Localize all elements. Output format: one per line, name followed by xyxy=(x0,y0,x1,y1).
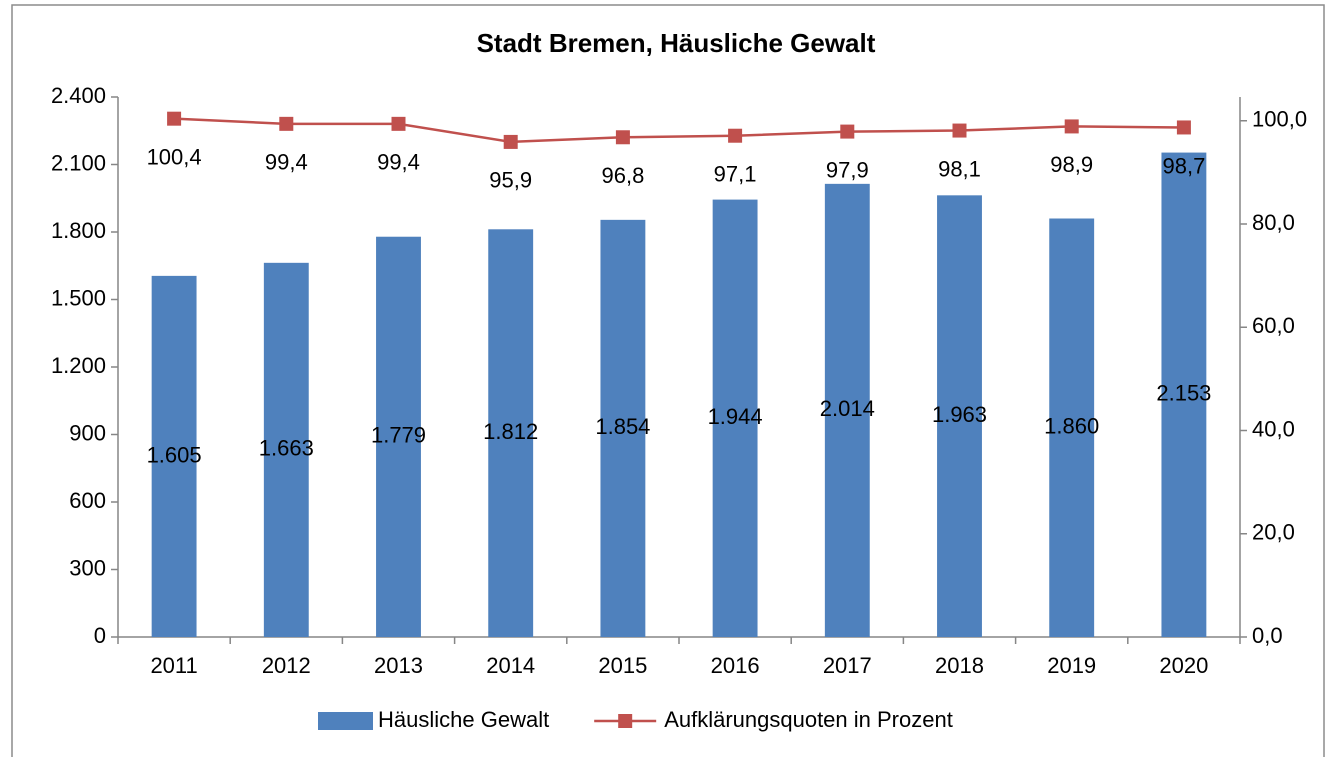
bar-value-label: 1.812 xyxy=(483,419,538,444)
bar xyxy=(824,183,870,637)
x-tick-label: 2017 xyxy=(823,653,872,678)
y2-tick-label: 100,0 xyxy=(1252,107,1307,132)
y2-tick-label: 40,0 xyxy=(1252,416,1295,441)
x-tick-label: 2018 xyxy=(935,653,984,678)
y-tick-label: 0 xyxy=(94,623,106,648)
line-marker xyxy=(1176,120,1191,135)
legend-label: Häusliche Gewalt xyxy=(378,707,549,732)
line-marker xyxy=(952,123,967,138)
x-tick-label: 2012 xyxy=(262,653,311,678)
line-marker xyxy=(1064,119,1079,134)
y-tick-label: 900 xyxy=(69,420,106,445)
line-value-label: 95,9 xyxy=(489,168,532,193)
x-tick-label: 2020 xyxy=(1159,653,1208,678)
legend-label: Aufklärungsquoten in Prozent xyxy=(664,707,953,732)
line-value-label: 97,9 xyxy=(826,157,869,182)
line-marker xyxy=(391,116,406,131)
y2-tick-label: 80,0 xyxy=(1252,210,1295,235)
bar xyxy=(1049,218,1095,637)
line-value-label: 99,4 xyxy=(265,150,308,175)
bar-value-label: 1.854 xyxy=(595,414,650,439)
bar xyxy=(488,229,534,638)
y-tick-label: 2.100 xyxy=(51,150,106,175)
bar-value-label: 1.605 xyxy=(147,442,202,467)
bar xyxy=(937,195,982,637)
x-tick-label: 2014 xyxy=(486,653,535,678)
chart-frame xyxy=(11,4,1325,762)
bar xyxy=(600,219,646,637)
line-value-label: 99,4 xyxy=(377,150,420,175)
y2-tick-label: 0,0 xyxy=(1252,623,1283,648)
y-tick-label: 1.200 xyxy=(51,353,106,378)
bar xyxy=(712,199,758,637)
bar-value-label: 1.779 xyxy=(371,423,426,448)
chart-title: Stadt Bremen, Häusliche Gewalt xyxy=(477,28,876,58)
line-marker xyxy=(728,128,743,143)
y-tick-label: 1.500 xyxy=(51,285,106,310)
line-marker xyxy=(279,116,294,131)
line-value-label: 96,8 xyxy=(601,163,644,188)
bar-value-label: 2.014 xyxy=(820,396,875,421)
x-tick-label: 2011 xyxy=(150,653,197,678)
bar xyxy=(151,275,197,637)
x-tick-label: 2019 xyxy=(1047,653,1096,678)
line-marker xyxy=(167,111,182,126)
legend-swatch-marker xyxy=(618,714,633,728)
line-marker xyxy=(615,130,630,145)
x-tick-label: 2015 xyxy=(598,653,647,678)
bar-value-label: 1.944 xyxy=(708,404,763,429)
line-value-label: 98,7 xyxy=(1162,153,1205,178)
y2-tick-label: 60,0 xyxy=(1252,313,1295,338)
y-tick-label: 600 xyxy=(69,488,106,513)
line-marker xyxy=(840,124,855,139)
x-tick-label: 2016 xyxy=(711,653,760,678)
line-value-label: 98,9 xyxy=(1050,152,1093,177)
line-value-label: 98,1 xyxy=(938,156,981,181)
line-value-label: 100,4 xyxy=(147,144,202,169)
line-marker xyxy=(503,134,518,149)
bar-value-label: 1.963 xyxy=(932,402,987,427)
y-tick-label: 1.800 xyxy=(51,218,106,243)
bar-value-label: 2.153 xyxy=(1156,381,1211,406)
y-tick-label: 2.400 xyxy=(51,83,106,108)
bar-value-label: 1.663 xyxy=(259,436,314,461)
y-tick-label: 300 xyxy=(69,555,106,580)
bar xyxy=(263,262,309,637)
line xyxy=(174,117,1184,144)
line-value-label: 97,1 xyxy=(714,162,757,187)
bar xyxy=(376,236,421,637)
legend-swatch xyxy=(318,712,373,730)
y2-tick-label: 20,0 xyxy=(1252,520,1295,545)
x-tick-label: 2013 xyxy=(374,653,423,678)
bar xyxy=(1161,152,1207,637)
bar-value-label: 1.860 xyxy=(1044,414,1099,439)
